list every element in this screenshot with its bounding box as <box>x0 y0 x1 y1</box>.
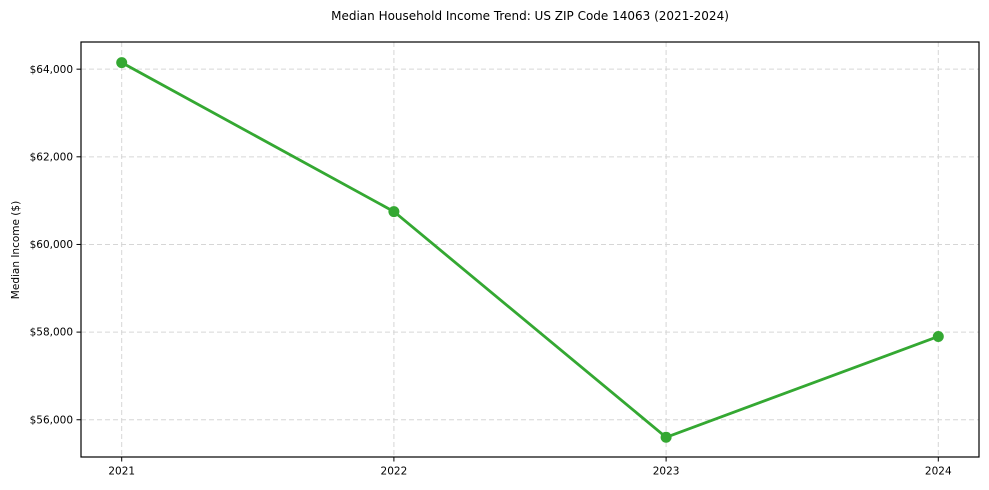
data-point-2024 <box>932 330 944 342</box>
y-tick-label: $58,000 <box>30 327 73 339</box>
x-tick-label: 2024 <box>925 466 952 478</box>
y-tick-label: $56,000 <box>30 414 73 426</box>
y-tick-label: $60,000 <box>30 239 73 251</box>
plot-border <box>80 41 980 458</box>
y-tick-label: $62,000 <box>30 151 73 163</box>
data-point-2023 <box>660 431 672 443</box>
income-trend-line <box>120 61 940 439</box>
data-point-2021 <box>116 57 128 69</box>
data-point-2022 <box>388 206 400 218</box>
chart-title: Median Household Income Trend: US ZIP Co… <box>331 9 729 23</box>
x-tick-label: 2021 <box>108 466 135 478</box>
x-tick-label: 2023 <box>653 466 680 478</box>
y-tick-label: $64,000 <box>30 64 73 76</box>
x-tick-label: 2022 <box>381 466 408 478</box>
